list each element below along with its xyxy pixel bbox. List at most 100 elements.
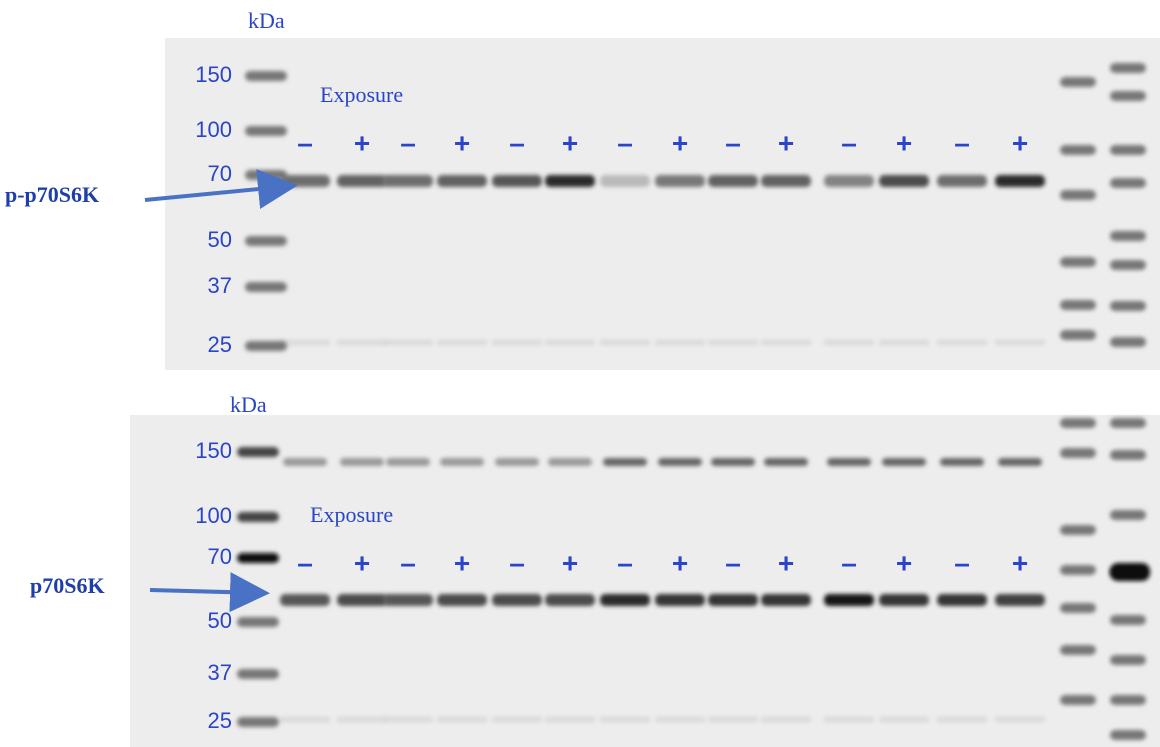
ladder-band xyxy=(1110,615,1146,625)
ladder-band xyxy=(237,447,279,457)
lane-sign: + xyxy=(354,127,370,158)
band xyxy=(545,594,595,606)
band xyxy=(708,594,758,606)
ladder-band xyxy=(1060,300,1096,310)
faint-band xyxy=(824,340,874,345)
band xyxy=(437,594,487,606)
band xyxy=(882,458,926,466)
faint-band xyxy=(655,717,705,722)
band xyxy=(940,458,984,466)
band xyxy=(492,594,542,606)
ladder-band xyxy=(245,282,287,292)
band xyxy=(655,175,705,187)
band xyxy=(764,458,808,466)
marker-label: 37 xyxy=(208,273,232,298)
lane-sign: – xyxy=(841,127,857,158)
band xyxy=(600,594,650,606)
faint-band xyxy=(600,717,650,722)
band xyxy=(440,458,484,466)
faint-band xyxy=(545,717,595,722)
ladder-band xyxy=(1110,510,1146,520)
ladder-band xyxy=(237,553,279,563)
band xyxy=(383,594,433,606)
faint-band xyxy=(280,340,330,345)
faint-band xyxy=(492,340,542,345)
lane-sign: + xyxy=(454,547,470,578)
ladder-band xyxy=(237,512,279,522)
band xyxy=(495,458,539,466)
lane-sign: – xyxy=(725,127,741,158)
faint-band xyxy=(337,340,387,345)
faint-band xyxy=(995,340,1045,345)
ladder-band xyxy=(1110,695,1146,705)
marker-label: 25 xyxy=(208,708,232,733)
band xyxy=(337,594,387,606)
band xyxy=(827,458,871,466)
lane-sign: – xyxy=(841,547,857,578)
band xyxy=(655,594,705,606)
band xyxy=(340,458,384,466)
ladder-band xyxy=(1110,301,1146,311)
marker-label: 100 xyxy=(195,503,232,528)
lane-sign: – xyxy=(954,547,970,578)
ladder-band xyxy=(1060,257,1096,267)
ladder-band xyxy=(1110,145,1146,155)
ladder-band xyxy=(245,341,287,351)
band xyxy=(337,175,387,187)
band xyxy=(386,458,430,466)
ladder-band xyxy=(1110,450,1146,460)
marker-label: 150 xyxy=(195,62,232,87)
faint-band xyxy=(337,717,387,722)
lane-sign: + xyxy=(896,127,912,158)
band xyxy=(824,175,874,187)
faint-band xyxy=(879,717,929,722)
band xyxy=(658,458,702,466)
lane-sign: + xyxy=(1012,127,1028,158)
ladder-band xyxy=(1060,77,1096,87)
ladder-band xyxy=(1110,63,1146,73)
ladder-band xyxy=(1110,655,1146,665)
ladder-band xyxy=(1060,190,1096,200)
kda-label: kDa xyxy=(248,8,285,33)
marker-label: 50 xyxy=(208,227,232,252)
faint-band xyxy=(708,340,758,345)
ladder-band xyxy=(237,717,279,727)
band xyxy=(711,458,755,466)
kda-label: kDa xyxy=(230,392,267,417)
lane-sign: + xyxy=(454,127,470,158)
band xyxy=(937,594,987,606)
faint-band xyxy=(437,717,487,722)
ladder-band xyxy=(1110,231,1146,241)
marker-label: 25 xyxy=(208,332,232,357)
faint-band xyxy=(655,340,705,345)
lane-sign: – xyxy=(617,127,633,158)
faint-band xyxy=(879,340,929,345)
faint-band xyxy=(761,340,811,345)
ladder-band xyxy=(1060,695,1096,705)
lane-sign: – xyxy=(617,547,633,578)
faint-band xyxy=(995,717,1045,722)
faint-band xyxy=(492,717,542,722)
protein-label: p-p70S6K xyxy=(5,182,99,207)
band xyxy=(998,458,1042,466)
ladder-band xyxy=(1060,145,1096,155)
exposure-label: Exposure xyxy=(320,82,403,107)
lane-sign: + xyxy=(672,547,688,578)
faint-band xyxy=(600,340,650,345)
lane-sign: + xyxy=(672,127,688,158)
ladder-band xyxy=(1060,603,1096,613)
band xyxy=(437,175,487,187)
band xyxy=(548,458,592,466)
lane-sign: + xyxy=(896,547,912,578)
marker-label: 37 xyxy=(208,660,232,685)
band xyxy=(383,175,433,187)
exposure-label: Exposure xyxy=(310,502,393,527)
ladder-band xyxy=(1060,645,1096,655)
ladder-band xyxy=(245,126,287,136)
ladder-band xyxy=(1110,730,1146,740)
lane-sign: – xyxy=(297,127,313,158)
ladder-band xyxy=(1060,565,1096,575)
protein-label: p70S6K xyxy=(30,573,105,598)
ladder-band xyxy=(237,617,279,627)
ladder-band xyxy=(245,236,287,246)
